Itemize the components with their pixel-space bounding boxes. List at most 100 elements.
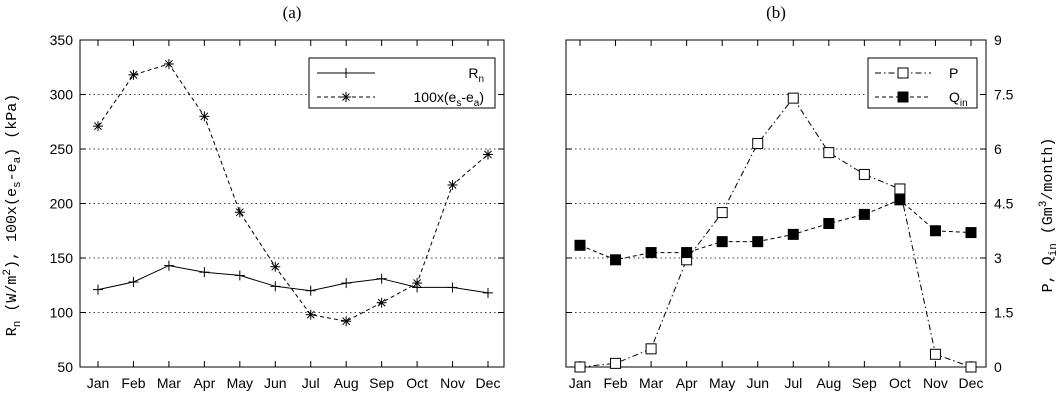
data-point [447, 179, 458, 190]
x-tick-label: Feb [603, 375, 627, 391]
data-point [305, 309, 316, 320]
y-tick-label: 100 [50, 305, 74, 321]
panel-a-y-axis-label: Rn (W/m2), 100x(es-ea) (kPa) [2, 94, 24, 337]
data-point [270, 261, 281, 272]
data-point [574, 239, 586, 251]
data-point [645, 247, 657, 259]
series-line [97, 265, 489, 294]
data-point [823, 217, 835, 229]
panel-a-legend-box [308, 57, 496, 109]
y-tick-label: 9 [994, 32, 1002, 48]
x-tick-label: Jun [264, 375, 287, 391]
data-point [574, 361, 586, 373]
legend-p-marker [897, 67, 909, 79]
data-point [858, 168, 870, 180]
y-tick-label: 50 [57, 359, 73, 375]
panel-b-y-axis-label: P, Qin (Gm3/month) [1038, 138, 1060, 293]
y-tick-label: 150 [50, 250, 74, 266]
data-point [341, 278, 352, 289]
x-tick-label: Mar [639, 375, 663, 391]
series-line [579, 199, 972, 261]
panel-a-y-ticks: 50 100 150 200 250 300 350 [50, 32, 504, 375]
y-tick-label: 250 [50, 141, 74, 157]
x-tick-label: Apr [676, 375, 698, 391]
panel-b-title: (b) [766, 3, 786, 22]
x-tick-label: Aug [816, 375, 841, 391]
x-tick-label: Aug [334, 375, 359, 391]
data-point [929, 225, 941, 237]
x-tick-label: May [709, 375, 735, 391]
y-tick-label: 0 [994, 359, 1002, 375]
data-point [752, 236, 764, 248]
data-point [163, 260, 174, 271]
x-tick-label: Jun [746, 375, 769, 391]
data-point [93, 284, 103, 295]
panel-b-x-ticks: Jan Feb Mar Apr May Jun Jul Aug Sep Oct Nov Dec [569, 40, 984, 391]
y-tick-label: 7.5 [994, 87, 1014, 103]
data-point [163, 58, 174, 69]
y-tick-label: 6 [994, 141, 1002, 157]
data-point [483, 149, 493, 160]
data-point [965, 361, 977, 373]
panel-b-series [574, 92, 977, 373]
x-tick-label: Jul [302, 375, 320, 391]
x-tick-label: Nov [440, 375, 465, 391]
y-tick-label: 3 [994, 250, 1002, 266]
data-point [681, 247, 693, 259]
x-tick-label: Dec [959, 375, 984, 391]
x-tick-label: Oct [406, 375, 428, 391]
data-point [128, 69, 139, 80]
legend-p-label: P [949, 65, 958, 81]
data-point [716, 236, 728, 248]
series-line [579, 97, 972, 368]
data-point [787, 92, 799, 104]
data-point [270, 281, 281, 292]
data-point [412, 278, 423, 289]
x-tick-label: Sep [369, 375, 394, 391]
data-point [305, 285, 316, 296]
panel-a-series [93, 58, 493, 327]
data-point [858, 208, 870, 220]
data-point [610, 254, 622, 266]
data-point [341, 316, 352, 327]
data-point [234, 207, 245, 218]
data-point [965, 227, 977, 239]
x-tick-label: Nov [923, 375, 948, 391]
data-point [234, 270, 245, 281]
data-point [376, 273, 387, 284]
x-tick-label: Apr [193, 375, 215, 391]
panel-a: (a) 50 100 150 200 250 300 350 Jan Feb Mar Apr May… [2, 3, 505, 391]
data-point [823, 147, 835, 159]
x-tick-label: Dec [476, 375, 501, 391]
data-point [787, 228, 799, 240]
x-tick-label: Feb [121, 375, 145, 391]
x-tick-label: Jan [87, 375, 110, 391]
data-point [199, 111, 210, 122]
data-point [894, 194, 906, 206]
panel-b-y-ticks: 0 1.5 3 4.5 6 7.5 9 [566, 32, 1014, 375]
x-tick-label: Jul [784, 375, 802, 391]
data-point [376, 297, 387, 308]
series-line [97, 63, 489, 322]
legend-es-marker [341, 92, 351, 102]
panel-b-gridlines [566, 94, 986, 313]
data-point [128, 276, 139, 287]
x-tick-label: May [227, 375, 253, 391]
y-tick-label: 350 [50, 32, 74, 48]
panel-b-legend: P Qin [867, 57, 978, 109]
y-tick-label: 4.5 [994, 196, 1014, 212]
x-tick-label: Jan [569, 375, 592, 391]
y-tick-label: 1.5 [994, 305, 1014, 321]
data-point [716, 207, 728, 219]
panel-b: (b) 0 1.5 3 4.5 6 7.5 9 Jan Feb Mar Apr May Jun Jul A… [565, 3, 1060, 391]
data-point [483, 287, 493, 298]
panel-a-title: (a) [283, 3, 302, 22]
data-point [894, 183, 906, 195]
y-tick-label: 200 [50, 196, 74, 212]
data-point [447, 282, 458, 293]
panel-b-legend-box [867, 57, 978, 109]
data-point [93, 121, 103, 132]
data-point [610, 357, 622, 369]
x-tick-label: Mar [157, 375, 181, 391]
